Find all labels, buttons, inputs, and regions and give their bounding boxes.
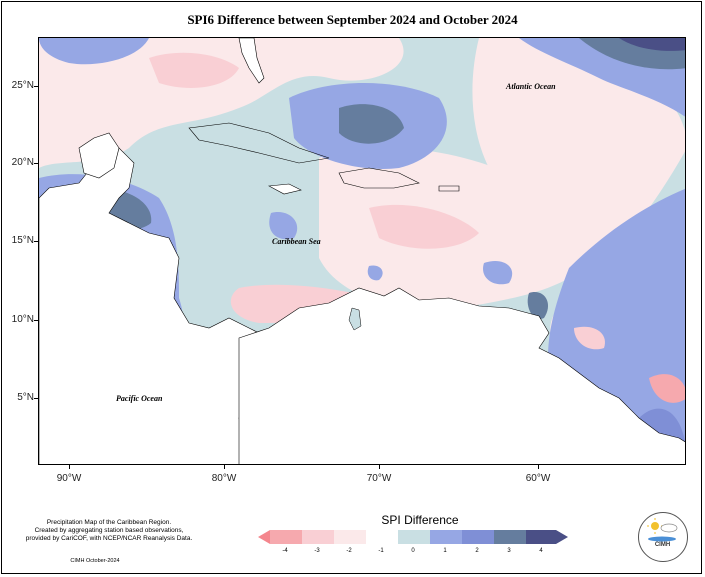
lat-tick: [34, 241, 38, 242]
credit-line-2: Created by aggregating station based obs…: [34, 527, 184, 534]
spi-field: [39, 38, 685, 464]
land-florida: [238, 38, 265, 84]
land-yucatan: [78, 132, 120, 179]
lat-label-25: 25°N: [11, 80, 34, 91]
legend-bin: [302, 530, 334, 544]
lon-tick: [69, 465, 70, 469]
field-dry-spot-d: [649, 374, 685, 403]
lat-label-5: 5°N: [17, 392, 34, 403]
field-wet-northeast-max: [619, 38, 685, 51]
lat-tick: [34, 320, 38, 321]
lon-label-70: 70°W: [366, 473, 392, 484]
legend-tick-label: -2: [346, 548, 352, 554]
lat-tick: [34, 163, 38, 164]
land-lake-maracaibo: [348, 307, 362, 331]
cimh-logo: CIMH: [638, 512, 688, 562]
legend-bin: [430, 530, 462, 544]
label-pacific-ocean: Pacific Ocean: [116, 394, 163, 403]
land-cuba: [188, 122, 330, 164]
lat-tick: [34, 398, 38, 399]
legend-tick-label: 2: [475, 548, 479, 554]
logo-text: CIMH: [654, 542, 671, 548]
field-wet-northwest: [39, 38, 149, 65]
label-caribbean-sea: Caribbean Sea: [272, 237, 321, 246]
legend-tick-label: -4: [282, 548, 288, 554]
field-dry-patch: [369, 204, 479, 249]
legend-arrow-right: [556, 530, 568, 544]
field-dry-north: [39, 38, 404, 168]
lat-label-15: 15°N: [11, 235, 34, 246]
field-dry-atlantic: [472, 38, 685, 268]
legend-bin: [334, 530, 366, 544]
field-dry-pink-north: [149, 52, 239, 88]
legend-tick-label: 3: [507, 548, 511, 554]
land-hispaniola: [338, 167, 420, 189]
field-wet-spot-b: [483, 260, 513, 285]
map-title: SPI6 Difference between September 2024 a…: [187, 12, 518, 27]
lon-tick: [224, 465, 225, 469]
lon-tick: [538, 465, 539, 469]
legend-title: SPI Difference: [381, 513, 459, 527]
legend-bin: [366, 530, 398, 544]
legend-colorbar: [258, 530, 568, 544]
lon-label-60: 60°W: [525, 473, 551, 484]
sun-cloud-icon: [647, 518, 678, 542]
lat-label-10: 10°N: [11, 314, 34, 325]
lon-label-90: 90°W: [56, 473, 82, 484]
legend-tick-label: 0: [411, 548, 415, 554]
legend-tick-label: -1: [378, 548, 384, 554]
label-atlantic-ocean: Atlantic Ocean: [506, 82, 556, 91]
field-wet-east-core: [527, 292, 549, 319]
field-wet-spot-c: [367, 265, 383, 281]
legend-bin: [494, 530, 526, 544]
legend-tick-label: -3: [314, 548, 320, 554]
land-puerto-rico: [438, 185, 460, 192]
field-wet-bahamas-core: [339, 104, 404, 144]
land-south-america: [238, 287, 685, 464]
legend-tick-label: 4: [539, 548, 543, 554]
map-panel: [38, 37, 686, 465]
lat-tick: [34, 86, 38, 87]
credit-line-3: provided by CariCOF, with NCEP/NCAR Rean…: [25, 535, 193, 542]
lon-label-80: 80°W: [211, 473, 237, 484]
lon-tick: [379, 465, 380, 469]
legend-bin: [462, 530, 494, 544]
legend-bin: [270, 530, 302, 544]
credit-line-1: Precipitation Map of the Caribbean Regio…: [46, 519, 172, 526]
legend-bin: [526, 530, 556, 544]
field-wet-spot-a: [269, 212, 298, 240]
legend-arrow-left: [258, 530, 270, 544]
legend-bin: [398, 530, 430, 544]
credit-footer: CIMH October-2024: [70, 558, 120, 564]
lat-label-20: 20°N: [11, 157, 34, 168]
legend-tick-label: 1: [443, 548, 447, 554]
land-jamaica: [267, 183, 302, 195]
field-dry-spot-e: [574, 326, 605, 350]
